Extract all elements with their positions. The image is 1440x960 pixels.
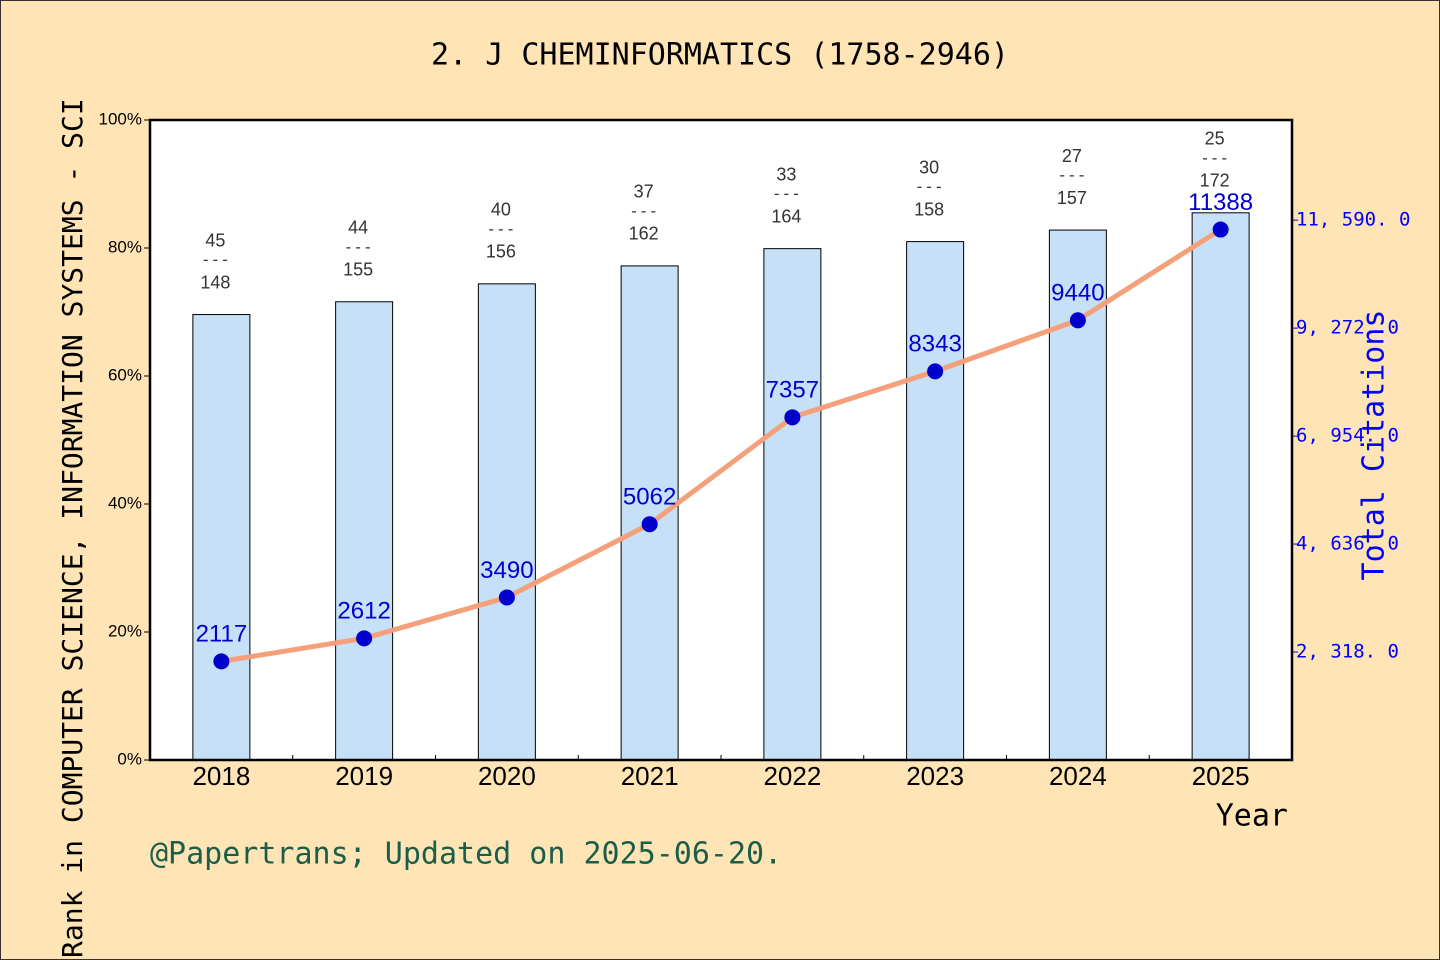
x-tick-label: 2020 [478, 761, 536, 791]
y-axis-label: Rank in COMPUTER SCIENCE, INFORMATION SY… [56, 98, 89, 958]
y2-tick-label: 4, 636. 0 [1296, 533, 1399, 555]
plot-area [150, 120, 1292, 760]
x-tick-label: 2022 [763, 761, 821, 791]
bar [477, 283, 536, 761]
y2-tick-label: 6, 954. 0 [1296, 425, 1399, 447]
y-tick-label: 100% [99, 109, 142, 128]
x-tick-label: 2024 [1049, 761, 1107, 791]
bar-separator: --- [629, 201, 658, 220]
bar-rank-label: 44 [348, 218, 368, 238]
x-tick-label: 2019 [335, 761, 393, 791]
citation-label: 2612 [337, 598, 390, 625]
bar-total-label: 158 [914, 199, 944, 219]
y-tick-label: 60% [108, 365, 142, 384]
bar-rank-label: 27 [1062, 146, 1082, 166]
bar [620, 265, 679, 761]
citation-marker [213, 653, 230, 670]
citation-line [220, 227, 1222, 664]
bar-rank-label: 30 [919, 157, 939, 177]
chart-title: 2. J CHEMINFORMATICS (1758-2946) [431, 38, 1009, 73]
bar [192, 314, 251, 761]
bar-separator: --- [486, 219, 515, 238]
bar-total-label: 148 [200, 272, 230, 292]
bar-separator: --- [344, 237, 373, 256]
bar-rank-label: 37 [634, 182, 654, 202]
y2-tick-label: 9, 272. 0 [1296, 317, 1399, 339]
citation-label: 8343 [908, 331, 961, 358]
bar-total-label: 164 [771, 206, 801, 226]
bar [1191, 212, 1250, 761]
x-axis-label: Year [1216, 799, 1288, 834]
citation-label: 5062 [623, 484, 676, 511]
y-tick-label: 20% [108, 621, 142, 640]
y-tick-label: 40% [108, 493, 142, 512]
bar [906, 241, 965, 761]
bar-total-label: 162 [629, 224, 659, 244]
citation-label: 3490 [480, 557, 533, 584]
citation-label: 9440 [1051, 280, 1104, 307]
citation-marker [1212, 221, 1229, 238]
y-tick-label: 80% [108, 237, 142, 256]
citation-marker [356, 630, 373, 647]
bar-total-label: 172 [1200, 171, 1230, 191]
bar [763, 248, 822, 761]
x-tick-label: 2025 [1192, 761, 1250, 791]
bar-separator: --- [915, 177, 944, 196]
bar-separator: --- [772, 184, 801, 203]
citation-marker [498, 589, 515, 606]
x-tick-label: 2023 [906, 761, 964, 791]
citation-label: 2117 [196, 621, 248, 648]
bar-rank-label: 40 [491, 200, 511, 220]
bar-total-label: 156 [486, 242, 516, 262]
citation-marker [927, 363, 944, 380]
citation-label: 7357 [766, 377, 819, 404]
bar-separator: --- [1200, 148, 1229, 167]
x-tick-label: 2021 [621, 761, 679, 791]
bar-total-label: 155 [343, 260, 373, 280]
plot-frame [148, 118, 1294, 762]
bar-rank-label: 25 [1205, 129, 1225, 149]
footer: @Papertrans; Updated on 2025-06-20. [150, 837, 782, 872]
citation-marker [784, 409, 801, 426]
y2-axis-label: Total Citations [1357, 310, 1392, 581]
y-tick-label: 0% [117, 749, 142, 768]
bar-total-label: 157 [1057, 188, 1087, 208]
bar-separator: --- [201, 250, 230, 269]
y2-tick-label: 11, 590. 0 [1296, 209, 1410, 231]
bar-separator: --- [1057, 166, 1086, 185]
bar-rank-label: 45 [205, 230, 225, 250]
x-tick-label: 2018 [192, 761, 250, 791]
citation-marker [641, 516, 658, 533]
citation-marker [1069, 312, 1086, 329]
y2-tick-label: 2, 318. 0 [1296, 641, 1399, 663]
bar [335, 301, 394, 761]
bar-rank-label: 33 [776, 164, 796, 184]
citation-label: 11388 [1188, 189, 1253, 216]
